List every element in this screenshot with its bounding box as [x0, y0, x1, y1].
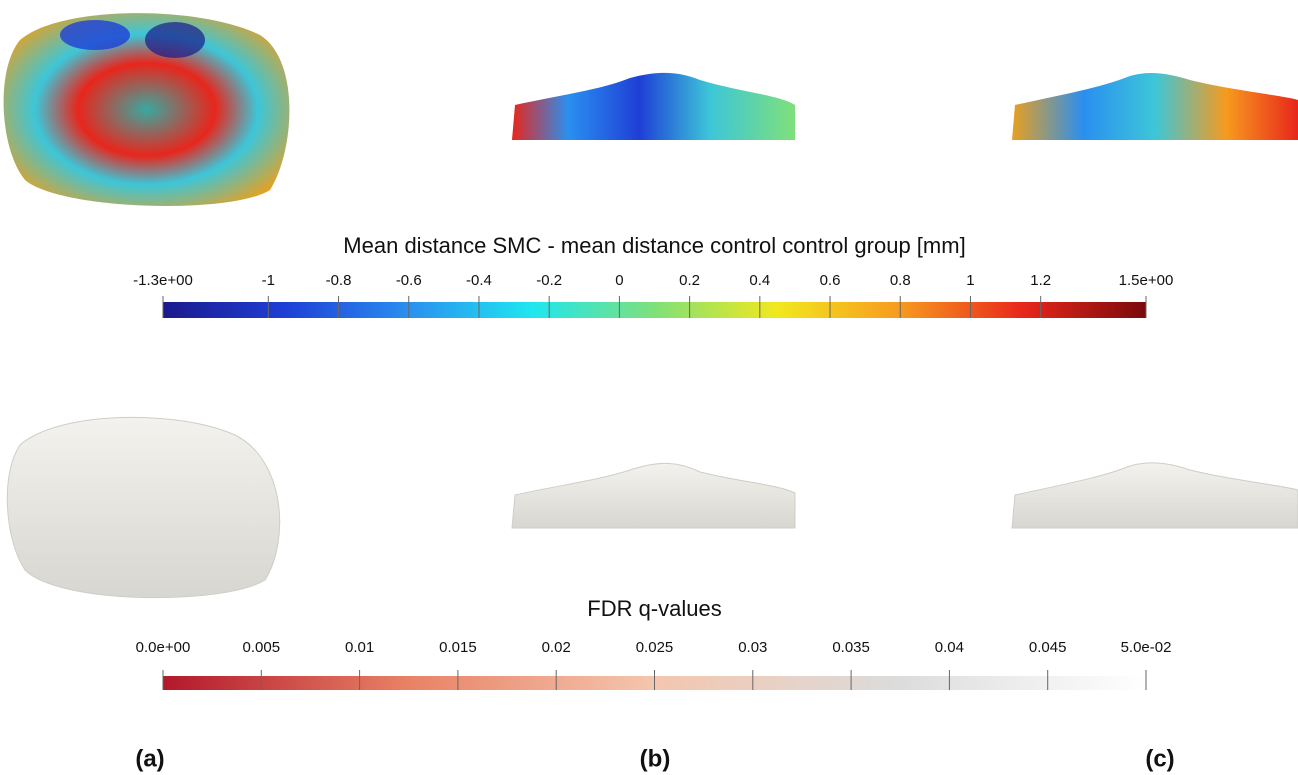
tick-label: 1.2 — [1030, 272, 1051, 289]
colorbar-title: FDR q-values — [587, 596, 721, 621]
colorbar-title: Mean distance SMC - mean distance contro… — [343, 233, 965, 258]
tick-label: -1.3e+00 — [133, 272, 193, 289]
tick-label: 0.005 — [243, 639, 281, 656]
tick-label: 0.015 — [439, 639, 477, 656]
colored-shapes — [4, 13, 1298, 206]
tick-label: 0.6 — [820, 272, 841, 289]
tick-label: 0 — [615, 272, 623, 289]
grey-shapes — [7, 417, 1298, 597]
tick-label: 0.035 — [832, 639, 870, 656]
tick-label: -0.8 — [326, 272, 352, 289]
tick-label: 0.04 — [935, 639, 964, 656]
tick-label: 0.4 — [749, 272, 770, 289]
tick-label: -0.2 — [536, 272, 562, 289]
panel-label: (b) — [640, 745, 671, 772]
figure: Mean distance SMC - mean distance contro… — [0, 0, 1298, 775]
tick-label: 1.5e+00 — [1119, 272, 1174, 289]
tick-label: -1 — [262, 272, 275, 289]
tick-label: 0.045 — [1029, 639, 1067, 656]
tick-label: -0.4 — [466, 272, 492, 289]
colorbar — [163, 302, 1146, 318]
tick-label: 0.0e+00 — [136, 639, 191, 656]
tick-label: 0.02 — [542, 639, 571, 656]
tick-label: 0.03 — [738, 639, 767, 656]
tick-label: 5.0e-02 — [1121, 639, 1172, 656]
tick-label: 0.2 — [679, 272, 700, 289]
tick-label: 0.025 — [636, 639, 674, 656]
tick-label: 0.01 — [345, 639, 374, 656]
tick-label: 0.8 — [890, 272, 911, 289]
tick-label: 1 — [966, 272, 974, 289]
panel-label: (c) — [1145, 745, 1174, 772]
tick-label: -0.6 — [396, 272, 422, 289]
panel-label: (a) — [135, 745, 164, 772]
